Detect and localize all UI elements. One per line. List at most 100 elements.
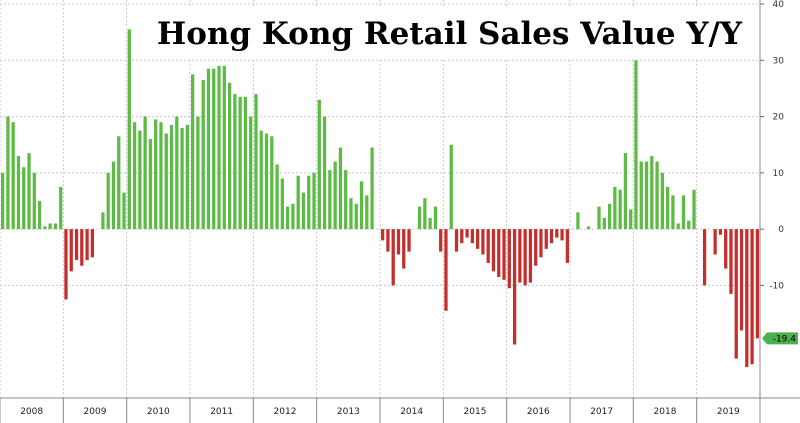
y-tick-label: 0 [778,225,784,235]
bar [491,229,496,272]
year-label: 2008 [20,407,43,417]
bar [11,122,15,230]
last-value-tag [762,332,798,345]
bar [476,229,480,249]
bar [644,161,649,230]
bar [222,65,226,230]
year-label: 2017 [590,407,613,417]
last-value-label: -19.4 [773,334,797,344]
bar [27,153,31,230]
bar [312,172,316,230]
bar [148,139,153,230]
bar [555,229,559,238]
bar [354,203,358,230]
bar [396,229,401,255]
bar [196,116,200,230]
bar [175,116,179,230]
year-label: 2013 [337,407,360,417]
bar [523,229,527,286]
bar [243,96,248,230]
bar [597,206,601,230]
bar [22,167,26,230]
bar [296,175,300,230]
bar [507,229,511,289]
bar [180,127,184,230]
bar [338,147,343,230]
bar [739,229,744,331]
bar [718,229,723,235]
bar [80,229,84,266]
bar [534,229,538,266]
y-tick-label: 30 [773,56,785,66]
bar [618,189,622,230]
bar [127,29,131,230]
bar [755,229,759,339]
bar [154,119,158,230]
year-label: 2014 [400,407,423,417]
bar [660,172,664,230]
bar [539,229,543,258]
bar [417,206,422,230]
bar [629,209,633,230]
bar [317,99,321,230]
bar [549,229,554,244]
bar [143,116,147,230]
bar [286,206,290,230]
bar [85,229,89,261]
bar [460,229,464,244]
bar [428,217,432,230]
bar [53,223,58,230]
bar [212,68,216,230]
bar [602,217,606,230]
bar [307,175,311,230]
bar [639,161,643,230]
bar [359,181,364,230]
bar [122,192,126,230]
year-label: 2011 [210,407,233,417]
bar [634,60,638,230]
bar [681,195,686,230]
bar [32,172,36,230]
bar [655,161,659,230]
bar [713,229,717,255]
bar [365,195,369,230]
bar [370,147,374,230]
y-tick-label: 20 [773,113,785,123]
year-label: 2019 [717,407,740,417]
bar [565,229,569,263]
y-tick-label: -10 [769,281,784,291]
year-label: 2016 [527,407,550,417]
bar [486,229,490,263]
bar [259,130,263,230]
bar [444,229,448,311]
bar [402,229,406,269]
bar [349,198,353,230]
bar [391,229,395,286]
year-label: 2012 [274,407,297,417]
bar [48,223,52,230]
bar [164,133,168,230]
bar [613,186,617,230]
bar [481,229,485,255]
bar [692,189,696,230]
bar [724,229,728,269]
bar [734,229,738,359]
bar [745,229,749,368]
bar [544,229,548,249]
chart-title: Hong Kong Retail Sales Value Y/Y [157,16,743,52]
bar [470,229,474,244]
bar [322,116,327,230]
bar [6,116,10,230]
bar [37,201,42,230]
bar [607,203,612,230]
bar [407,229,411,252]
bar [301,192,306,230]
gridlines [0,0,760,398]
bar [16,155,21,230]
bar [254,94,258,230]
bar [275,164,279,230]
bar [560,229,564,241]
bar [586,226,591,230]
